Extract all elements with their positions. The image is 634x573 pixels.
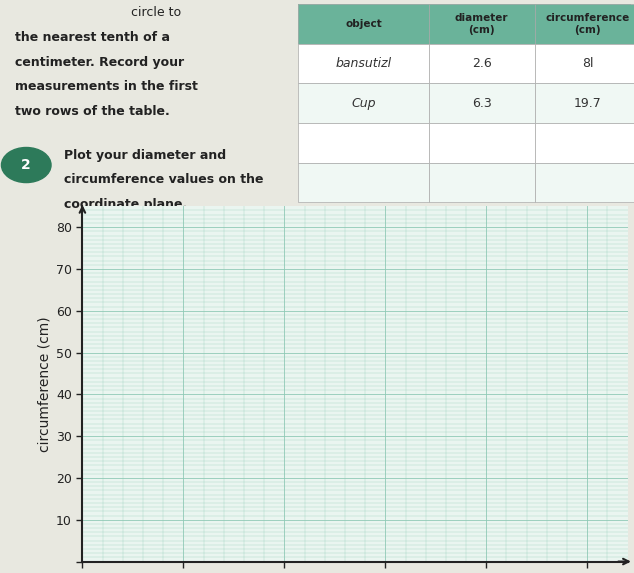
FancyBboxPatch shape — [534, 44, 634, 83]
FancyBboxPatch shape — [534, 123, 634, 163]
FancyBboxPatch shape — [299, 4, 429, 44]
FancyBboxPatch shape — [534, 83, 634, 123]
FancyBboxPatch shape — [534, 4, 634, 44]
Text: centimeter. Record your: centimeter. Record your — [15, 56, 184, 69]
Text: circumference values on the: circumference values on the — [64, 173, 264, 186]
FancyBboxPatch shape — [429, 123, 534, 163]
Text: 2.6: 2.6 — [472, 57, 491, 70]
Text: circumference
(cm): circumference (cm) — [546, 13, 630, 35]
Circle shape — [1, 147, 51, 183]
Text: coordinate plane.: coordinate plane. — [64, 198, 188, 211]
FancyBboxPatch shape — [299, 4, 631, 44]
Text: object: object — [345, 19, 382, 29]
Y-axis label: circumference (cm): circumference (cm) — [38, 316, 52, 452]
Text: 6.3: 6.3 — [472, 97, 491, 109]
FancyBboxPatch shape — [534, 163, 634, 202]
Text: the nearest tenth of a: the nearest tenth of a — [15, 31, 169, 44]
FancyBboxPatch shape — [429, 83, 534, 123]
Text: 19.7: 19.7 — [574, 97, 602, 109]
Text: Plot your diameter and: Plot your diameter and — [64, 148, 226, 162]
Text: 2: 2 — [22, 158, 31, 172]
Text: bansutizl: bansutizl — [335, 57, 392, 70]
FancyBboxPatch shape — [429, 44, 534, 83]
FancyBboxPatch shape — [299, 44, 429, 83]
FancyBboxPatch shape — [299, 163, 429, 202]
Text: two rows of the table.: two rows of the table. — [15, 105, 169, 118]
Text: circle to: circle to — [131, 6, 181, 19]
FancyBboxPatch shape — [299, 83, 429, 123]
Text: 8l: 8l — [582, 57, 593, 70]
FancyBboxPatch shape — [429, 163, 534, 202]
Text: Cup: Cup — [351, 97, 376, 109]
FancyBboxPatch shape — [429, 4, 534, 44]
Text: diameter
(cm): diameter (cm) — [455, 13, 508, 35]
Text: measurements in the first: measurements in the first — [15, 80, 197, 93]
FancyBboxPatch shape — [299, 123, 429, 163]
